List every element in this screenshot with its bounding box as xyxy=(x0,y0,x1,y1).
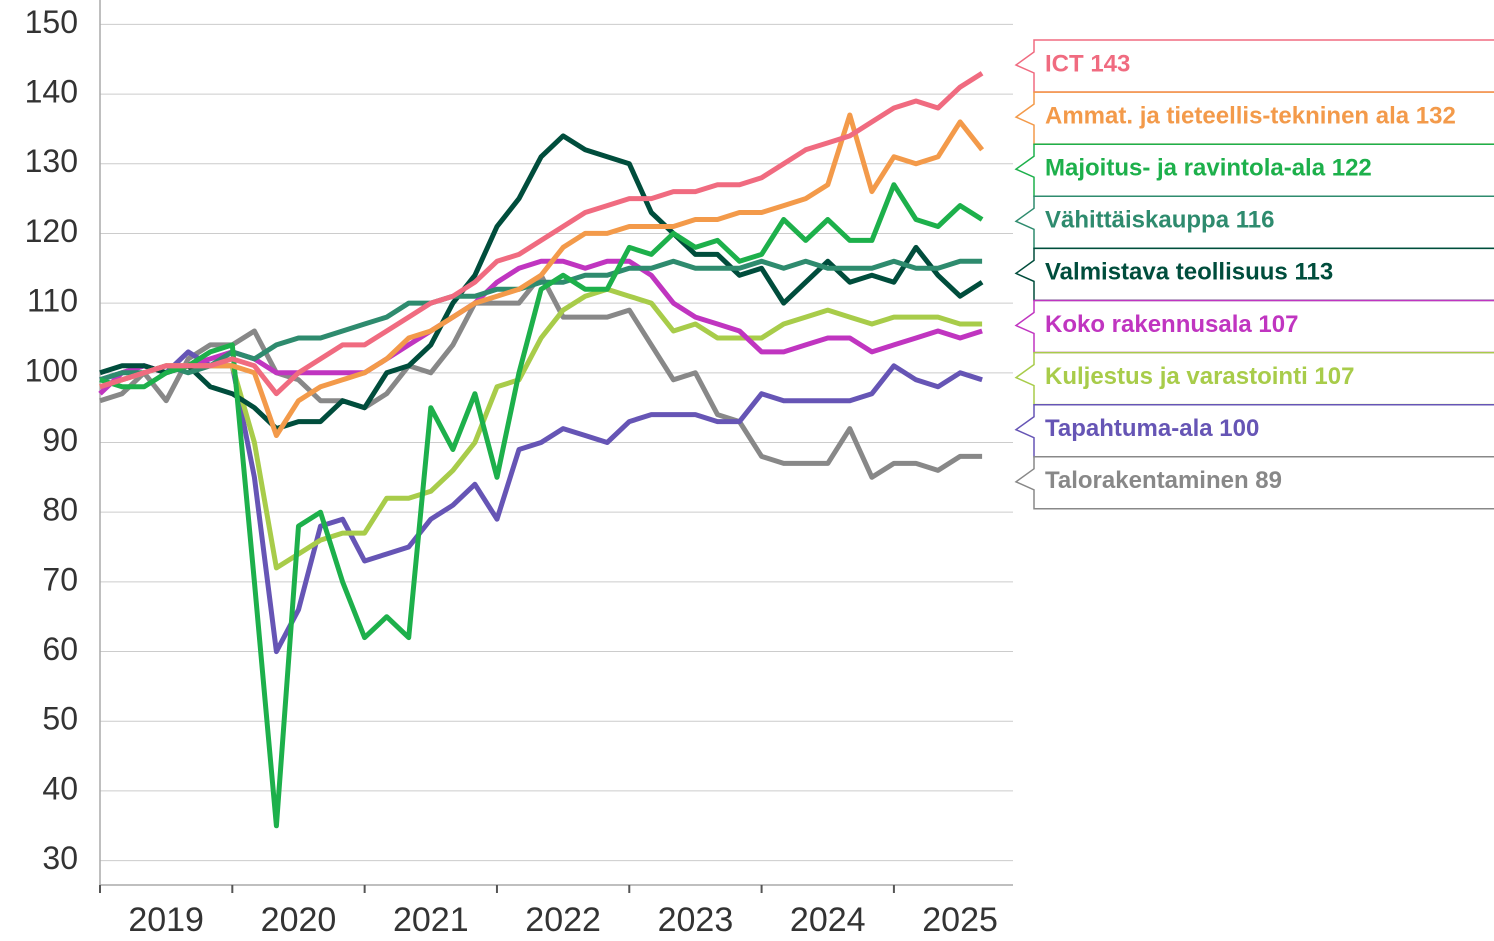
y-tick-label: 150 xyxy=(25,4,78,40)
series-line xyxy=(99,286,983,571)
y-tick-label: 110 xyxy=(27,283,78,319)
x-tick-label: 2025 xyxy=(922,901,998,939)
y-tick-label: 80 xyxy=(42,492,78,528)
legend-label: ICT 143 xyxy=(1045,50,1130,77)
series-line xyxy=(99,71,984,397)
legend-label: Koko rakennusala 107 xyxy=(1045,311,1298,338)
y-tick-label: 90 xyxy=(42,422,78,458)
series-line xyxy=(99,258,983,383)
series-line xyxy=(99,112,985,438)
x-tick-label: 2022 xyxy=(525,901,601,939)
legend-label: Kuljestus ja varastointi 107 xyxy=(1045,363,1354,390)
series-line xyxy=(99,182,984,829)
legend-label: Valmistava teollisuus 113 xyxy=(1045,259,1333,286)
legend-bracket xyxy=(1014,456,1494,510)
y-tick-label: 40 xyxy=(42,770,78,806)
legend-label: Ammat. ja tieteellis-tekninen ala 132 xyxy=(1045,102,1456,129)
y-tick-label: 30 xyxy=(42,840,78,876)
legend-label: Vähittäiskauppa 116 xyxy=(1045,207,1274,234)
y-tick-label: 120 xyxy=(25,213,78,249)
legend-label: Tapahtuma-ala 100 xyxy=(1045,415,1259,442)
x-tick-label: 2020 xyxy=(261,901,337,939)
y-tick-label: 140 xyxy=(25,74,78,110)
x-tick-label: 2019 xyxy=(128,901,204,939)
y-tick-label: 130 xyxy=(25,143,78,179)
series-line xyxy=(99,349,983,655)
x-tick-label: 2023 xyxy=(658,901,734,939)
y-tick-label: 50 xyxy=(42,701,78,737)
x-tick-label: 2024 xyxy=(790,901,866,939)
legend-label: Talorakentaminen 89 xyxy=(1045,467,1282,494)
y-tick-label: 70 xyxy=(42,561,78,597)
y-tick-label: 100 xyxy=(25,352,78,388)
legend-label: Majoitus- ja ravintola-ala 122 xyxy=(1045,155,1372,182)
x-tick-label: 2021 xyxy=(393,901,469,939)
y-tick-label: 60 xyxy=(42,631,78,667)
